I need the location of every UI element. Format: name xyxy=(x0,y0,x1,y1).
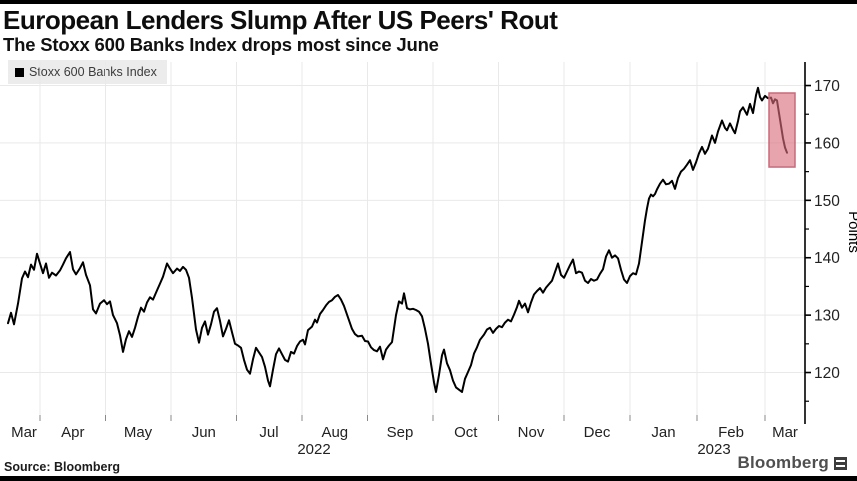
y-axis-title: Points xyxy=(845,211,857,253)
x-year-label: 2023 xyxy=(697,441,730,458)
x-month-label: Aug xyxy=(321,424,348,441)
bloomberg-logo: Bloomberg xyxy=(737,453,847,473)
bottom-rule xyxy=(0,476,857,481)
terminal-icon xyxy=(834,456,847,470)
x-month-label: Nov xyxy=(518,424,545,441)
x-month-label: Apr xyxy=(61,424,84,441)
legend: Stoxx 600 Banks Index xyxy=(8,60,167,84)
slump-highlight-box xyxy=(768,92,796,168)
y-tick-label: 170 xyxy=(814,78,840,95)
y-tick-label: 140 xyxy=(814,250,840,267)
legend-series-label: Stoxx 600 Banks Index xyxy=(29,65,157,79)
x-month-label: Feb xyxy=(718,424,744,441)
x-month-label: Sep xyxy=(387,424,414,441)
bloomberg-logo-text: Bloomberg xyxy=(737,453,829,472)
x-month-label: Mar xyxy=(772,424,798,441)
page-title: European Lenders Slump After US Peers' R… xyxy=(3,5,558,35)
source-label: Source: Bloomberg xyxy=(4,460,120,474)
y-tick-label: 120 xyxy=(814,365,840,382)
x-month-label: May xyxy=(124,424,153,441)
x-year-label: 2022 xyxy=(297,441,330,458)
legend-series-marker xyxy=(15,67,24,77)
x-month-label: Jul xyxy=(259,424,278,441)
chart-area: 120 130 140 150 160 170 Points Mar Apr May Jun Jul A… xyxy=(0,62,857,460)
x-month-label: Oct xyxy=(454,424,478,441)
x-month-label: Mar xyxy=(11,424,37,441)
top-rule xyxy=(0,0,857,4)
y-tick-label: 160 xyxy=(814,135,840,152)
y-tick-label: 150 xyxy=(814,193,840,210)
y-tick-label: 130 xyxy=(814,308,840,325)
x-month-label: Dec xyxy=(584,424,611,441)
chart-svg: 120 130 140 150 160 170 Points Mar Apr May Jun Jul A… xyxy=(0,62,857,458)
page-subtitle: The Stoxx 600 Banks Index drops most sin… xyxy=(3,34,439,55)
x-month-label: Jun xyxy=(192,424,216,441)
series-line xyxy=(7,86,788,393)
x-month-label: Jan xyxy=(651,424,675,441)
